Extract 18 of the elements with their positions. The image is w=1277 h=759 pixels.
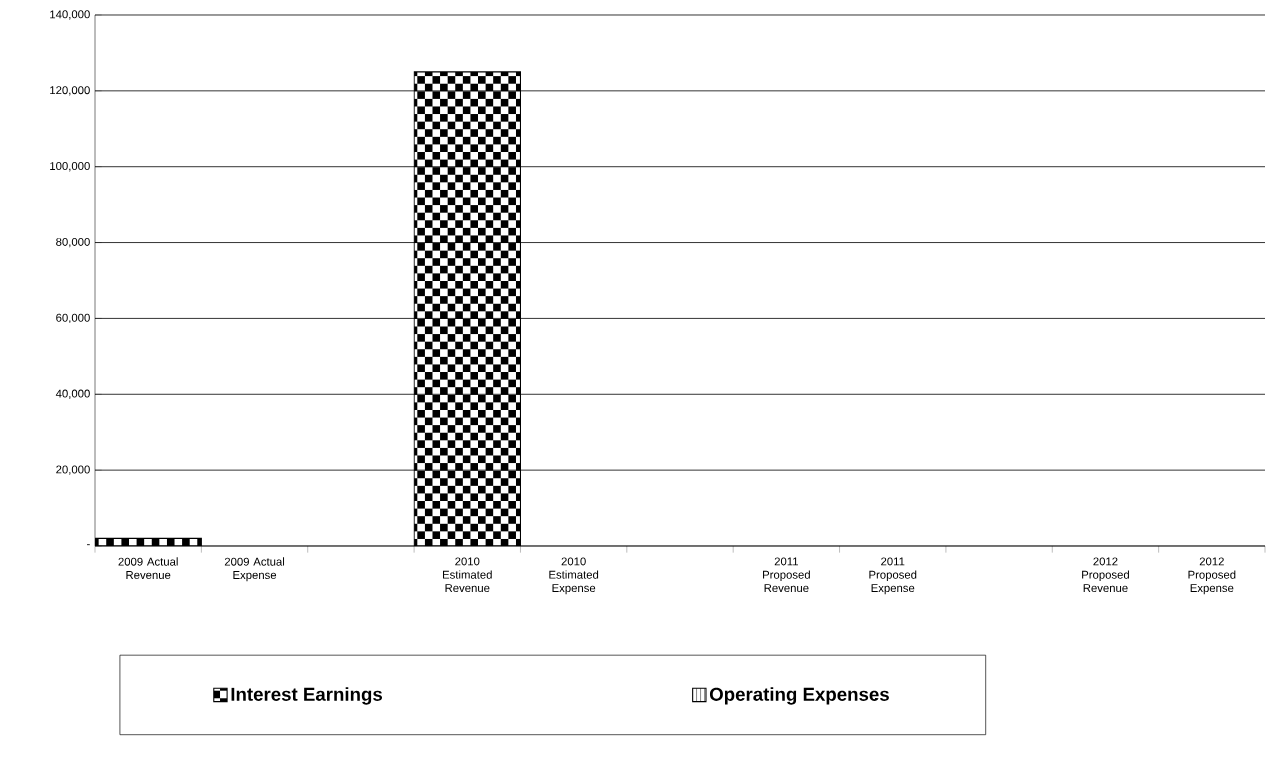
y-tick-label: 60,000: [56, 313, 90, 324]
x-tick-label: 2010 Estimated Expense: [549, 557, 599, 595]
y-tick-label: -: [87, 544, 90, 546]
x-tick-label: 2012 Proposed Expense: [1188, 557, 1236, 595]
x-tick-label: 2011 Proposed Revenue: [763, 557, 810, 593]
y-tick-label: 40,000: [55, 389, 90, 399]
x-tick-label: 2011 Proposed Expense: [869, 557, 917, 595]
x-tick-label: 2012 Proposed Revenue: [1082, 557, 1129, 593]
text: Interest Earnings: [231, 687, 383, 705]
x-tick-label: 2010 Estimated Revenue: [443, 557, 492, 593]
x-tick-label: 2009 Actual Expense: [224, 557, 285, 582]
legend-label: Operating Expenses: [709, 687, 889, 705]
y-tick-label: 100,000: [50, 162, 90, 172]
y-tick-label: 140,000: [50, 10, 90, 20]
y-tick-label: 120,000: [50, 86, 90, 96]
y-tick-label: 20,000: [56, 465, 90, 475]
y-tick-label: 80,000: [56, 237, 90, 248]
x-tick-label: 2009 Actual Revenue: [118, 557, 178, 580]
